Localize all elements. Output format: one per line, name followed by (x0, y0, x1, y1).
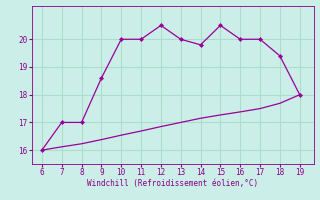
X-axis label: Windchill (Refroidissement éolien,°C): Windchill (Refroidissement éolien,°C) (87, 179, 258, 188)
